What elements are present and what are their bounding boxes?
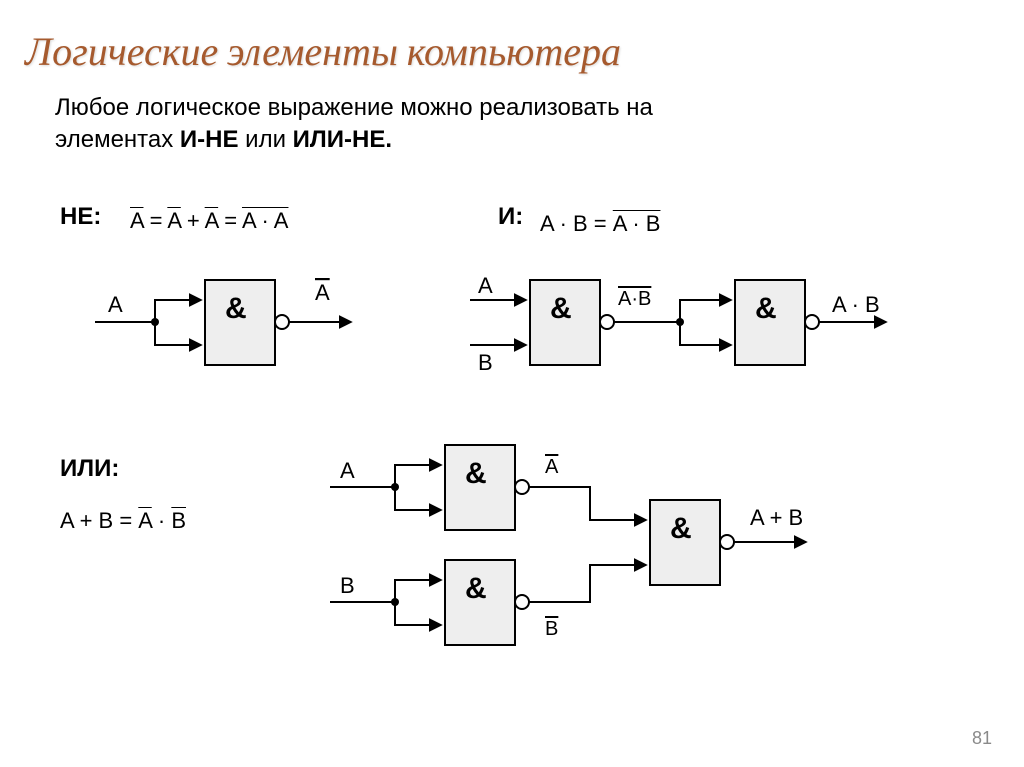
- svg-text:B: B: [478, 350, 493, 375]
- page-number: 81: [972, 728, 992, 749]
- svg-text:&: &: [225, 292, 247, 325]
- svg-text:&: &: [465, 572, 487, 605]
- svg-text:B: B: [545, 618, 558, 640]
- svg-text:A: A: [108, 292, 123, 317]
- svg-text:B: B: [340, 573, 355, 598]
- svg-text:&: &: [550, 292, 572, 325]
- svg-text:&: &: [670, 512, 692, 545]
- svg-text:&: &: [465, 457, 487, 490]
- svg-text:A · B: A · B: [832, 292, 880, 317]
- diagram-or: & & & A B A B A + B: [330, 445, 805, 645]
- svg-text:&: &: [755, 292, 777, 325]
- svg-text:A: A: [315, 280, 330, 305]
- diagram-and: & & A B A·B A · B: [470, 273, 885, 375]
- svg-text:A: A: [545, 456, 559, 478]
- svg-text:A: A: [478, 273, 493, 298]
- svg-text:A + B: A + B: [750, 505, 803, 530]
- svg-text:A·B: A·B: [618, 288, 651, 310]
- svg-text:A: A: [340, 458, 355, 483]
- diagrams-svg: & A A & & A B A·B A · B: [0, 0, 1024, 767]
- diagram-not: & A A: [95, 280, 350, 365]
